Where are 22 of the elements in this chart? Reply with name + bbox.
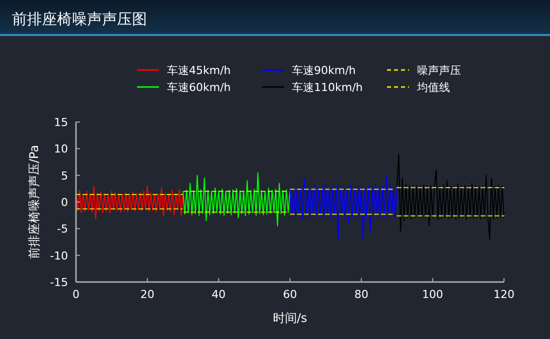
x-axis-title: 时间/s <box>272 311 308 325</box>
x-tick-label: 0 <box>72 288 80 301</box>
x-tick-label: 40 <box>212 288 226 301</box>
y-tick-label: -5 <box>57 222 68 236</box>
legend-label: 车速90km/h <box>292 64 356 77</box>
chart-title: 前排座椅噪声声压图 <box>12 10 147 28</box>
y-tick-label: 15 <box>54 116 68 129</box>
x-tick-label: 80 <box>354 288 368 301</box>
legend-label: 车速60km/h <box>167 81 231 94</box>
legend-label: 噪声声压均值线 <box>416 64 461 94</box>
x-tick-label: 120 <box>494 288 514 301</box>
y-tick-label: -15 <box>50 276 68 289</box>
x-tick-label: 60 <box>283 288 297 301</box>
legend-label: 车速110km/h <box>292 81 363 94</box>
y-tick-label: 0 <box>61 196 68 209</box>
x-tick-label: 100 <box>422 288 444 301</box>
y-tick-label: 5 <box>61 169 68 182</box>
y-tick-label: -10 <box>50 249 68 262</box>
y-axis-title: 前排座椅噪声声压/Pa <box>27 144 41 260</box>
y-tick-label: 10 <box>54 142 68 156</box>
x-tick-label: 20 <box>140 288 154 301</box>
legend-label: 车速45km/h <box>167 64 231 77</box>
